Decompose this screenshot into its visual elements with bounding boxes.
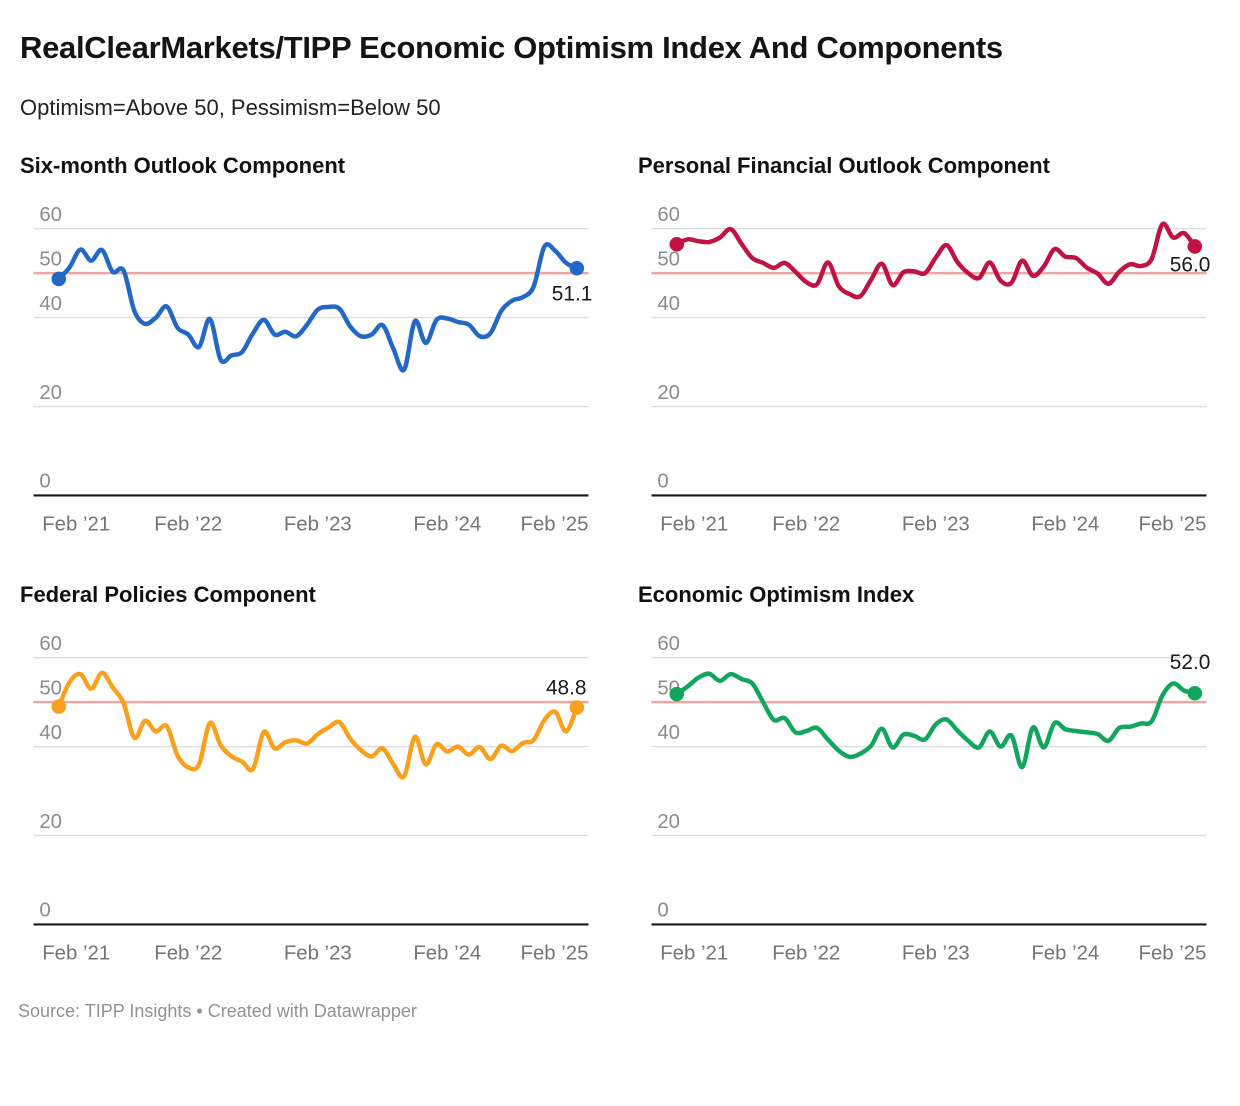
x-tick-label: Feb ’21 xyxy=(660,513,728,535)
panel-federal-policies: Federal Policies Component 60 50 40 20 0 Feb … xyxy=(18,582,604,975)
series-start-dot xyxy=(51,271,67,287)
y-tick-label: 40 xyxy=(39,293,62,315)
series-line xyxy=(674,671,1198,770)
x-tick-label: Feb ’24 xyxy=(413,513,481,535)
y-tick-label: 60 xyxy=(39,204,62,226)
y-tick-label: 50 xyxy=(39,248,62,270)
y-tick-label: 0 xyxy=(657,900,668,922)
y-tick-label: 60 xyxy=(657,204,680,226)
series-end-dot xyxy=(569,260,585,276)
x-tick-label: Feb ’23 xyxy=(284,942,352,964)
panel-economic-optimism-index: Economic Optimism Index 60 50 40 20 0 Feb ’21… xyxy=(636,582,1222,975)
series-end-dot xyxy=(569,700,585,715)
y-tick-label: 40 xyxy=(39,722,62,744)
series-end-dot xyxy=(1187,239,1203,254)
panel-title: Six-month Outlook Component xyxy=(20,152,346,178)
end-value-label: 52.0 xyxy=(1170,651,1211,674)
y-tick-label: 60 xyxy=(39,633,62,655)
x-tick-label: Feb ’25 xyxy=(521,513,589,535)
end-value-label: 51.1 xyxy=(552,282,593,305)
end-value-label: 56.0 xyxy=(1170,254,1211,277)
x-tick-label: Feb ’23 xyxy=(284,513,352,535)
line-chart-personal-financial-outlook: 60 50 40 20 0 Feb ’21 Feb ’22 Feb ’23 Feb ’24 Feb… xyxy=(651,204,1211,535)
y-tick-label: 60 xyxy=(657,633,680,655)
series-start-dot xyxy=(669,686,685,702)
y-tick-label: 20 xyxy=(657,382,680,404)
x-tick-label: Feb ’23 xyxy=(902,942,970,964)
x-tick-label: Feb ’22 xyxy=(772,513,840,535)
series-start-dot xyxy=(51,699,67,714)
y-tick-label: 0 xyxy=(39,900,50,922)
x-tick-label: Feb ’24 xyxy=(413,942,481,964)
panel-title: Federal Policies Component xyxy=(20,581,316,607)
source-attribution: Source: TIPP Insights • Created with Dat… xyxy=(18,1000,417,1021)
y-tick-label: 50 xyxy=(39,677,62,699)
x-tick-label: Feb ’25 xyxy=(1139,513,1207,535)
line-chart-six-month-outlook: 60 50 40 20 0 Feb ’21 Feb ’22 Feb ’23 Feb ’24 Feb… xyxy=(33,204,593,535)
x-tick-label: Feb ’21 xyxy=(42,513,110,535)
line-chart-federal-policies: 60 50 40 20 0 Feb ’21 Feb ’22 Feb ’23 Feb ’24 Feb… xyxy=(33,633,589,964)
series-line xyxy=(56,241,580,373)
panel-personal-financial-outlook: Personal Financial Outlook Component 60 5… xyxy=(636,153,1222,546)
series-line xyxy=(56,670,580,780)
x-tick-label: Feb ’25 xyxy=(521,942,589,964)
y-tick-label: 0 xyxy=(39,471,50,493)
end-value-label: 48.8 xyxy=(546,676,587,699)
x-tick-label: Feb ’21 xyxy=(42,942,110,964)
charts-grid: Six-month Outlook Component 60 50 40 20 0 Feb… xyxy=(18,153,1222,975)
y-tick-label: 20 xyxy=(657,811,680,833)
series-line xyxy=(674,221,1198,300)
series-end-dot xyxy=(1187,685,1203,701)
panel-title: Economic Optimism Index xyxy=(638,581,915,607)
x-tick-label: Feb ’22 xyxy=(154,513,222,535)
x-tick-label: Feb ’25 xyxy=(1139,942,1207,964)
x-tick-label: Feb ’21 xyxy=(660,942,728,964)
x-tick-label: Feb ’23 xyxy=(902,513,970,535)
series-start-dot xyxy=(669,236,685,252)
y-tick-label: 20 xyxy=(39,811,62,833)
y-tick-label: 40 xyxy=(657,722,680,744)
chart-page: RealClearMarkets/TIPP Economic Optimism … xyxy=(18,30,1222,1021)
panel-six-month-outlook: Six-month Outlook Component 60 50 40 20 0 Feb… xyxy=(18,153,604,546)
x-tick-label: Feb ’24 xyxy=(1031,513,1099,535)
y-tick-label: 40 xyxy=(657,293,680,315)
y-tick-label: 50 xyxy=(657,248,680,270)
y-tick-label: 0 xyxy=(657,471,668,493)
page-subtitle: Optimism=Above 50, Pessimism=Below 50 xyxy=(20,94,441,120)
x-tick-label: Feb ’22 xyxy=(772,942,840,964)
y-tick-label: 20 xyxy=(39,382,62,404)
panel-title: Personal Financial Outlook Component xyxy=(638,152,1050,178)
x-tick-label: Feb ’24 xyxy=(1031,942,1099,964)
x-tick-label: Feb ’22 xyxy=(154,942,222,964)
page-title: RealClearMarkets/TIPP Economic Optimism … xyxy=(20,30,1003,65)
